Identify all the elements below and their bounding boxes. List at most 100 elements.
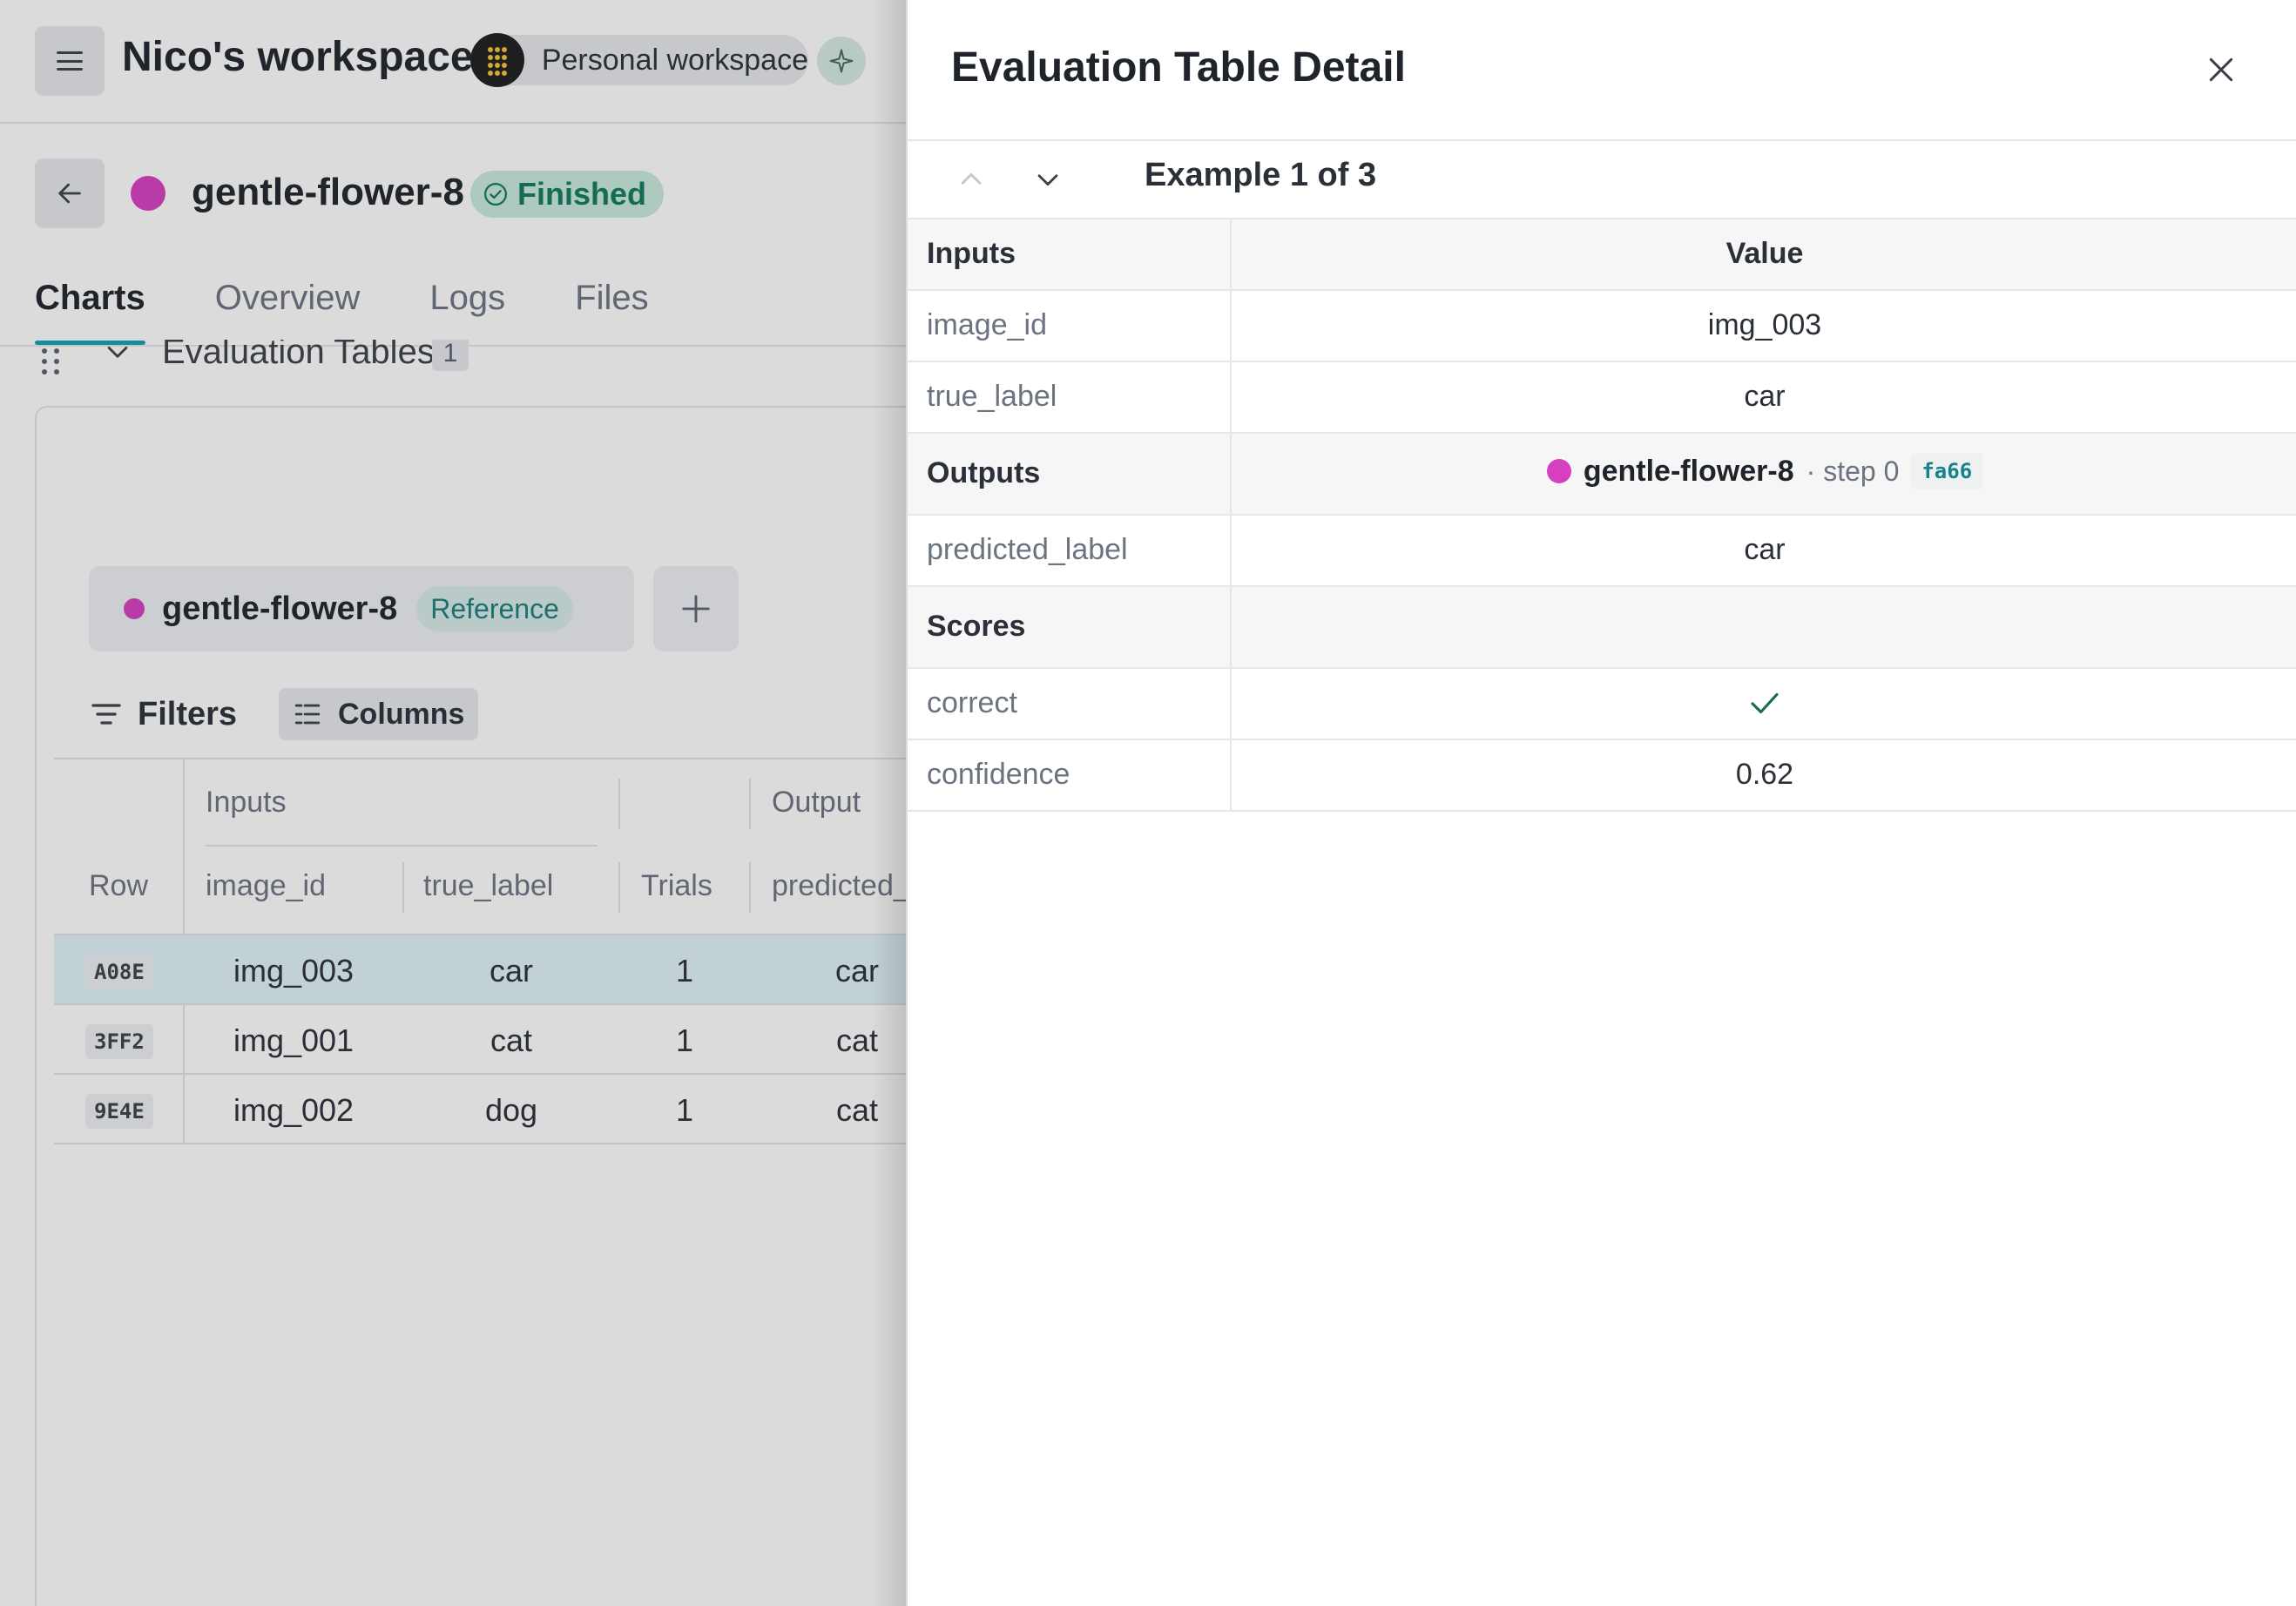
cell-image-id: img_002 — [233, 1092, 355, 1128]
detail-key: predicted_label — [927, 533, 1128, 566]
column-divider — [1230, 219, 1232, 291]
outputs-run-step: · step 0 — [1806, 455, 1900, 487]
outputs-run-info: gentle-flower-8 · step 0 fa66 — [1546, 453, 1983, 489]
column-divider — [1230, 291, 1232, 362]
add-comparison-button[interactable] — [653, 566, 739, 651]
row-id-badge: 3FF2 — [85, 1024, 153, 1059]
next-example-button[interactable] — [1026, 160, 1070, 199]
status-label: Finished — [517, 176, 647, 212]
column-divider — [1230, 516, 1232, 587]
detail-key: true_label — [927, 380, 1057, 413]
menu-button[interactable] — [35, 26, 105, 96]
column-divider — [1230, 669, 1232, 740]
tab-logs[interactable]: Logs — [429, 279, 506, 317]
detail-row: image_id img_003 — [908, 291, 2296, 362]
group-header-output: Output — [772, 786, 861, 819]
run-page: Nico's workspace Personal workspace gent… — [0, 0, 906, 1606]
table-row[interactable]: A08E img_003 car 1 car — [54, 935, 906, 1005]
hamburger-icon — [57, 51, 83, 71]
check-circle-icon — [484, 183, 507, 206]
reference-run-name: gentle-flower-8 — [162, 590, 398, 627]
sparkle-icon — [829, 49, 854, 73]
row-id-badge: A08E — [85, 955, 153, 989]
filters-button[interactable]: Filters — [89, 688, 237, 740]
row-id-badge: 9E4E — [85, 1094, 153, 1129]
reference-run-chip[interactable]: gentle-flower-8 Reference — [89, 566, 634, 651]
detail-key: image_id — [927, 308, 1047, 341]
status-badge: Finished — [470, 171, 665, 218]
drawer-title: Evaluation Table Detail — [951, 44, 1406, 91]
workspace-pill-label: Personal workspace — [541, 43, 808, 77]
column-divider — [618, 862, 620, 913]
detail-value: car — [1744, 533, 1786, 566]
outputs-group-row: Outputs gentle-flower-8 · step 0 fa66 — [908, 434, 2296, 516]
evaluation-table: Inputs Output Row image_id true_label Tr… — [54, 758, 906, 1144]
cell-true-label: cat — [490, 1022, 533, 1058]
outputs-run: gentle-flower-8 · step 0 fa66 — [1232, 453, 2296, 491]
back-button[interactable] — [35, 159, 105, 228]
workspace-title: Nico's workspace — [122, 34, 474, 80]
detail-header-row: Inputs Value — [908, 219, 2296, 291]
chevron-up-icon — [961, 172, 982, 185]
column-divider — [1230, 587, 1232, 669]
column-divider — [618, 779, 620, 829]
column-header-row[interactable]: Row — [89, 869, 149, 902]
header-value: Value — [1725, 237, 1804, 270]
column-header-trials[interactable]: Trials — [641, 869, 712, 902]
tab-files[interactable]: Files — [575, 279, 649, 317]
tab-charts[interactable]: Charts — [35, 270, 145, 345]
chevron-down-icon[interactable] — [103, 340, 132, 368]
detail-value: img_003 — [1707, 308, 1822, 341]
close-button[interactable] — [2195, 44, 2247, 96]
assistant-button[interactable] — [817, 37, 866, 85]
columns-button[interactable]: Columns — [279, 688, 479, 740]
scores-label: Scores — [927, 610, 1026, 643]
column-divider — [749, 862, 751, 913]
previous-example-button[interactable] — [949, 160, 993, 199]
filter-icon — [91, 704, 121, 725]
column-header-image-id[interactable]: image_id — [206, 869, 326, 902]
outputs-label: Outputs — [927, 456, 1041, 489]
evaluation-detail-drawer: Evaluation Table Detail Example 1 of 3 I… — [906, 0, 2296, 1606]
cell-predicted: cat — [835, 1092, 879, 1128]
columns-icon — [294, 704, 321, 725]
top-bar: Nico's workspace Personal workspace — [0, 0, 906, 124]
cell-image-id: img_003 — [233, 953, 355, 989]
cell-true-label: car — [489, 953, 533, 989]
run-name: gentle-flower-8 — [192, 171, 464, 213]
workspace-switcher[interactable]: Personal workspace — [470, 33, 808, 87]
column-divider — [749, 779, 751, 829]
column-header-true-label[interactable]: true_label — [423, 869, 554, 902]
column-divider — [402, 862, 404, 913]
cell-trials: 1 — [675, 1092, 694, 1128]
outputs-run-name: gentle-flower-8 — [1583, 454, 1794, 488]
close-icon — [2209, 57, 2233, 82]
table-row[interactable]: 3FF2 img_001 cat 1 cat — [54, 1005, 906, 1075]
run-color-dot — [124, 598, 145, 619]
detail-key: confidence — [927, 758, 1070, 791]
detail-row: confidence 0.62 — [908, 740, 2296, 812]
cell-trials: 1 — [675, 1022, 694, 1058]
tab-overview[interactable]: Overview — [214, 279, 361, 317]
detail-table-top-border — [908, 218, 2296, 219]
chevron-down-icon — [1037, 174, 1058, 186]
detail-value — [1232, 685, 2296, 729]
detail-row: true_label car — [908, 362, 2296, 434]
cell-predicted: car — [834, 953, 879, 989]
table-row[interactable]: 9E4E img_002 dog 1 cat — [54, 1075, 906, 1144]
drawer-header-divider — [908, 139, 2296, 141]
section-title: Evaluation Tables — [162, 340, 435, 371]
cell-true-label: dog — [484, 1092, 538, 1128]
column-divider — [1230, 434, 1232, 516]
detail-row: predicted_label car — [908, 516, 2296, 587]
plus-icon — [682, 595, 710, 623]
outputs-run-hash: fa66 — [1911, 453, 1983, 489]
group-header-inputs: Inputs — [206, 786, 287, 819]
drag-handle-icon[interactable] — [42, 345, 61, 375]
columns-label: Columns — [338, 697, 465, 731]
detail-value: car — [1744, 380, 1786, 413]
column-divider — [1230, 740, 1232, 812]
column-header-predicted[interactable]: predicted_ — [772, 869, 906, 902]
column-divider — [1230, 362, 1232, 434]
example-counter: Example 1 of 3 — [1145, 157, 1377, 193]
